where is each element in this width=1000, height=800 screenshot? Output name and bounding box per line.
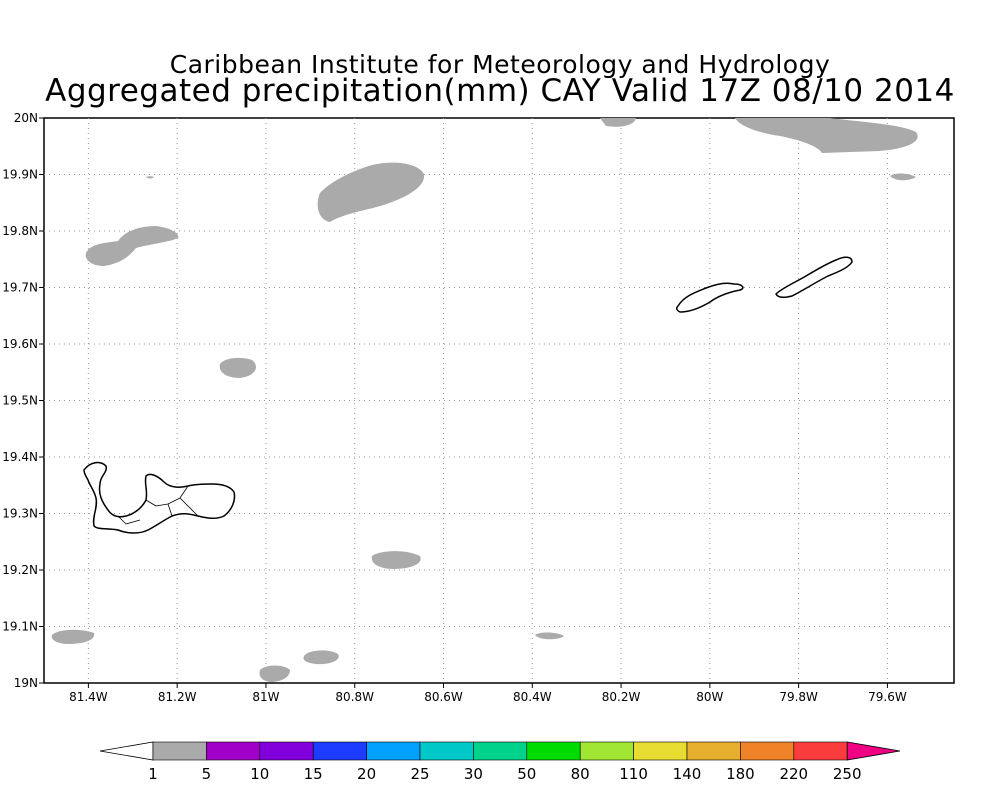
precip-area xyxy=(735,118,918,153)
colorbar-label: 220 xyxy=(779,765,808,783)
precip-area xyxy=(51,629,95,644)
colorbar-label: 140 xyxy=(673,765,702,783)
precip-area xyxy=(219,357,256,378)
colorbar-label: 15 xyxy=(304,765,323,783)
colorbar-high-arrow xyxy=(846,741,901,761)
colorbar: 1 5 10 15 20 25 30 50 80 110 140 180 220 250 xyxy=(99,741,901,783)
lon-tick-label: 81.4W xyxy=(69,690,108,704)
colorbar-swatch xyxy=(312,741,367,761)
colorbar-low-arrow xyxy=(99,741,154,761)
precip-area xyxy=(317,162,425,222)
precip-area xyxy=(890,173,916,181)
grand-cayman-districts xyxy=(117,485,199,525)
precip-areas xyxy=(51,118,918,682)
colorbar-label: 30 xyxy=(464,765,483,783)
lat-tick-label: 19.7N xyxy=(2,281,38,295)
colorbar-swatch xyxy=(259,741,314,761)
lon-tick-label: 79.8W xyxy=(779,690,818,704)
grand-cayman-outline xyxy=(83,461,236,534)
colorbar-swatch xyxy=(633,741,688,761)
colorbar-label: 1 xyxy=(148,765,158,783)
institute-title: Caribbean Institute for Meteorology and … xyxy=(169,50,831,79)
colorbar-label: 80 xyxy=(571,765,590,783)
lat-tick-label: 19.8N xyxy=(2,224,38,238)
colorbar-label: 5 xyxy=(202,765,212,783)
colorbar-label: 250 xyxy=(833,765,862,783)
lat-tick-label: 19.6N xyxy=(2,337,38,351)
precip-area xyxy=(303,650,339,665)
precip-area xyxy=(535,632,564,640)
lat-tick-label: 19.2N xyxy=(2,563,38,577)
lat-tick-label: 19.3N xyxy=(2,507,38,521)
lat-tick-label: 19N xyxy=(14,676,38,690)
precip-area xyxy=(600,118,636,127)
product-title: Aggregated precipitation(mm) CAY Valid 1… xyxy=(45,73,955,109)
colorbar-swatch xyxy=(419,741,474,761)
lat-tick-label: 19.9N xyxy=(2,168,38,182)
lon-tick-label: 81.2W xyxy=(158,690,197,704)
colorbar-label: 20 xyxy=(357,765,376,783)
precip-area xyxy=(371,551,421,569)
precip-area xyxy=(146,176,154,179)
colorbar-swatch xyxy=(579,741,634,761)
colorbar-swatch xyxy=(740,741,795,761)
colorbar-label: 180 xyxy=(726,765,755,783)
colorbar-swatch xyxy=(473,741,528,761)
colorbar-label: 50 xyxy=(517,765,536,783)
lon-tick-label: 80.6W xyxy=(424,690,463,704)
colorbar-swatch xyxy=(686,741,741,761)
colorbar-swatch xyxy=(793,741,848,761)
lon-tick-label: 80.8W xyxy=(335,690,374,704)
lat-tick-label: 19.5N xyxy=(2,394,38,408)
precip-area xyxy=(259,665,290,682)
colorbar-swatch xyxy=(526,741,581,761)
colorbar-label: 110 xyxy=(619,765,648,783)
island-outlines xyxy=(83,256,853,534)
lon-tick-label: 80W xyxy=(696,690,723,704)
little-cayman-outline xyxy=(675,282,744,313)
lon-tick-label: 79.6W xyxy=(868,690,907,704)
map-grid xyxy=(44,118,954,683)
colorbar-label: 25 xyxy=(410,765,429,783)
lon-tick-label: 81W xyxy=(252,690,279,704)
lat-tick-label: 19.4N xyxy=(2,450,38,464)
lon-tick-label: 80.4W xyxy=(513,690,552,704)
lat-tick-label: 19.1N xyxy=(2,620,38,634)
precip-area xyxy=(85,226,179,266)
colorbar-swatch xyxy=(206,741,261,761)
colorbar-label: 10 xyxy=(250,765,269,783)
colorbar-swatch xyxy=(152,741,207,761)
lat-tick-label: 20N xyxy=(14,111,38,125)
axis-ticks: 81.4W 81.2W 81W 80.8W 80.6W 80.4W 80.2W 80W 79.8… xyxy=(2,111,907,704)
cayman-brac-outline xyxy=(775,256,853,299)
lon-tick-label: 80.2W xyxy=(602,690,641,704)
colorbar-swatch xyxy=(366,741,421,761)
